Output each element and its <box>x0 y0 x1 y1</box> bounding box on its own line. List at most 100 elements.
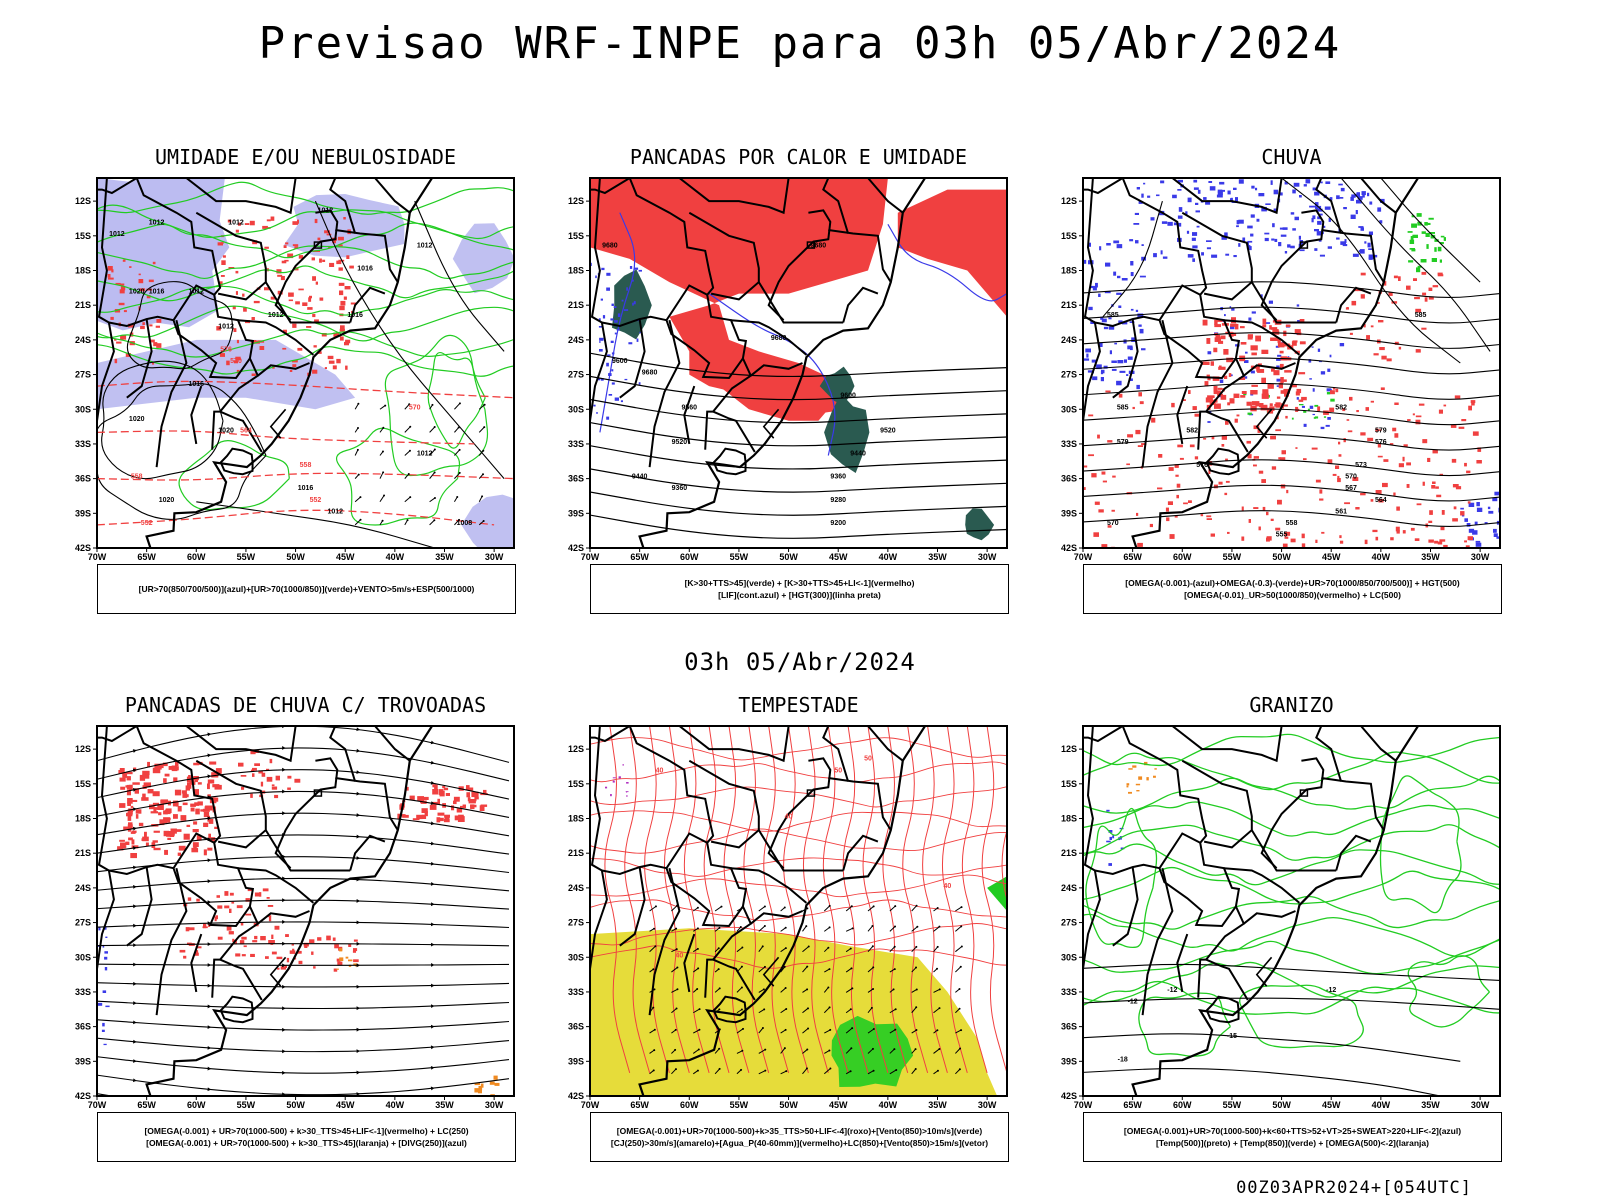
contour-label: 9560 <box>681 404 697 411</box>
contour-labels: 1012 1012 1012 1012 1016 1020 1016 1012 1012 1016… <box>109 208 472 527</box>
lon-tick-label: 55W <box>237 552 256 562</box>
contour-label: 552 <box>141 520 153 527</box>
lat-tick-label: 42S <box>75 543 91 553</box>
lat-tick-label: 39S <box>568 508 584 518</box>
lon-tick-label: 65W <box>1123 552 1142 562</box>
lat-tick-label: 24S <box>75 335 91 345</box>
lat-tick-label: 12S <box>568 196 584 206</box>
lon-tick-label: 50W <box>1272 1100 1291 1110</box>
lon-tick-label: 60W <box>187 552 206 562</box>
lon-tick-label: 35W <box>435 552 454 562</box>
legend-line: [OMEGA(-0.001) + UR>70(1000-500) + k>30_… <box>146 1138 467 1148</box>
lat-tick-label: 42S <box>1061 1091 1077 1101</box>
lon-tick-label: 55W <box>730 1100 749 1110</box>
contour-labels: 9680 9680 9680 9600 9680 9600 9560 9520 9520 9440… <box>602 242 896 527</box>
contour-label: 50 <box>834 767 842 774</box>
lat-tick-label: 27S <box>568 370 584 380</box>
contour-label: 570 <box>409 404 421 411</box>
lat-tick-label: 36S <box>75 1022 91 1032</box>
lat-tick-label: 42S <box>1061 543 1077 553</box>
contour-label: 576 <box>220 346 232 353</box>
legend-line: [UR>70(850/700/500)](azul)+[UR>70(1000/8… <box>138 584 475 594</box>
lat-tick-label: 15S <box>1061 231 1077 241</box>
contour-label: -12 <box>1128 999 1138 1006</box>
lat-tick-label: 27S <box>75 918 91 928</box>
lat-tick-label: 15S <box>1061 779 1077 789</box>
lat-tick-label: 18S <box>1061 814 1077 824</box>
lon-tick-label: 50W <box>1272 552 1291 562</box>
contour-label: 1012 <box>149 219 165 226</box>
lat-tick-label: 21S <box>1061 848 1077 858</box>
contour-label: 9280 <box>830 497 846 504</box>
lat-tick-label: 36S <box>1061 1022 1077 1032</box>
contour-label: 9440 <box>632 474 648 481</box>
contour-label: 1012 <box>268 312 284 319</box>
contour-label: 570 <box>230 358 242 365</box>
lat-tick-label: 39S <box>568 1056 584 1066</box>
lat-tick-label: 18S <box>568 814 584 824</box>
legend-line: [OMEGA(-0.001)-(azul)+OMEGA(-0.3)-(verde… <box>1125 578 1460 588</box>
contour-label: 1012 <box>327 508 343 515</box>
contour-label: 9680 <box>811 242 827 249</box>
lat-tick-label: 39S <box>1061 508 1077 518</box>
lon-tick-label: 65W <box>1123 1100 1142 1110</box>
lat-tick-label: 12S <box>1061 196 1077 206</box>
contour-label: 564 <box>1375 497 1387 504</box>
lon-tick-label: 60W <box>1173 552 1192 562</box>
lon-tick-label: 65W <box>630 1100 649 1110</box>
forecast-map: 585 585 582 585 582 579 579 576 576 573 570 567 564 5… <box>1061 177 1501 562</box>
contour-label: 1016 <box>188 381 204 388</box>
lon-tick-label: 60W <box>187 1100 206 1110</box>
lat-tick-label: 36S <box>568 1022 584 1032</box>
lat-tick-label: 33S <box>568 987 584 997</box>
coastline-borders <box>97 726 434 1096</box>
contour-label: 40 <box>675 952 683 959</box>
map-overlay: 1012 1012 1012 1012 1016 1020 1016 1012 1012 1016… <box>97 178 514 548</box>
lon-tick-label: 65W <box>137 552 156 562</box>
lon-tick-label: 40W <box>879 1100 898 1110</box>
panel-title: PANCADAS DE CHUVA C/ TROVOADAS <box>124 693 487 717</box>
lat-tick-label: 30S <box>1061 952 1077 962</box>
contour-label: 585 <box>1107 312 1119 319</box>
lon-tick-label: 35W <box>928 1100 947 1110</box>
lon-tick-label: 45W <box>336 1100 355 1110</box>
lon-tick-label: 45W <box>829 1100 848 1110</box>
lat-tick-label: 24S <box>568 883 584 893</box>
contour-label: 1016 <box>298 485 314 492</box>
lon-tick-label: 40W <box>879 552 898 562</box>
lat-tick-label: 21S <box>75 300 91 310</box>
contour-label: 1008 <box>457 520 473 527</box>
contour-label: 9360 <box>672 485 688 492</box>
lon-tick-label: 35W <box>1421 552 1440 562</box>
contour-label: 1016 <box>149 289 165 296</box>
contour-label: 576 <box>1196 462 1208 469</box>
legend-line: [OMEGA(-0.001) + UR>70(1000-500) + k>30_… <box>144 1126 469 1136</box>
lon-tick-label: 30W <box>485 552 504 562</box>
lon-tick-label: 55W <box>1223 1100 1242 1110</box>
lon-tick-label: 70W <box>1074 1100 1093 1110</box>
lon-tick-label: 70W <box>581 552 600 562</box>
contour-label: 1012 <box>188 289 204 296</box>
contour-label: 1012 <box>417 451 433 458</box>
contour-label: 570 <box>1345 474 1357 481</box>
panel-title: GRANIZO <box>1249 693 1334 717</box>
contour-label: 558 <box>131 474 143 481</box>
panel-title: TEMPESTADE <box>738 693 859 717</box>
lon-tick-label: 60W <box>680 552 699 562</box>
panel-title: UMIDADE E/OU NEBULOSIDADE <box>154 145 457 169</box>
lat-tick-label: 33S <box>568 439 584 449</box>
contour-label: 579 <box>1117 439 1129 446</box>
lon-tick-label: 30W <box>978 1100 997 1110</box>
lat-tick-label: 15S <box>75 779 91 789</box>
lat-tick-label: 15S <box>75 231 91 241</box>
forecast-map: 9680 9680 9680 9600 9680 9600 9560 9520 9520 9440… <box>568 177 1008 562</box>
contour-label: 9680 <box>771 335 787 342</box>
lon-tick-label: 40W <box>1372 552 1391 562</box>
contour-label: 9200 <box>830 520 846 527</box>
contour-label: 9600 <box>612 358 628 365</box>
forecast-map: 1012 1012 1012 1012 1016 1020 1016 1012 1012 1016… <box>75 177 515 562</box>
panel-legend: [UR>70(850/700/500)](azul)+[UR>70(1000/8… <box>97 564 516 614</box>
lon-tick-label: 50W <box>286 552 305 562</box>
